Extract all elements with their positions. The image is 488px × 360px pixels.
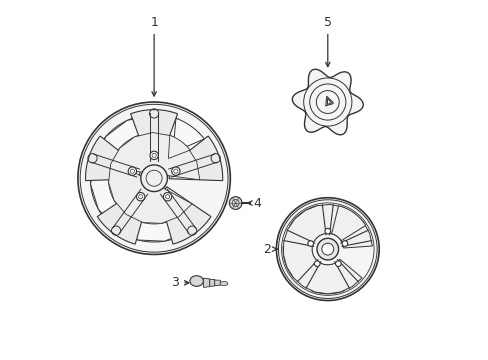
Circle shape bbox=[342, 241, 347, 246]
Polygon shape bbox=[166, 136, 222, 181]
Polygon shape bbox=[158, 187, 210, 244]
Circle shape bbox=[136, 193, 144, 201]
Polygon shape bbox=[289, 206, 324, 241]
Circle shape bbox=[321, 243, 333, 255]
Polygon shape bbox=[90, 114, 218, 241]
Circle shape bbox=[325, 228, 330, 234]
Polygon shape bbox=[292, 69, 363, 135]
Polygon shape bbox=[209, 279, 214, 286]
Polygon shape bbox=[130, 110, 177, 164]
Circle shape bbox=[141, 165, 167, 192]
Polygon shape bbox=[108, 132, 200, 223]
Text: 4: 4 bbox=[246, 197, 260, 210]
Polygon shape bbox=[97, 187, 150, 244]
Ellipse shape bbox=[189, 276, 203, 286]
Polygon shape bbox=[136, 210, 171, 242]
Polygon shape bbox=[214, 280, 220, 285]
Polygon shape bbox=[331, 206, 365, 241]
Circle shape bbox=[78, 102, 230, 255]
Circle shape bbox=[128, 167, 136, 175]
Polygon shape bbox=[283, 246, 315, 278]
Polygon shape bbox=[203, 278, 209, 287]
Polygon shape bbox=[118, 135, 140, 158]
Circle shape bbox=[316, 238, 338, 260]
Circle shape bbox=[229, 197, 242, 210]
Polygon shape bbox=[103, 118, 135, 152]
Circle shape bbox=[314, 261, 319, 266]
Text: 3: 3 bbox=[171, 276, 188, 289]
Circle shape bbox=[276, 198, 378, 301]
Polygon shape bbox=[173, 118, 204, 152]
Polygon shape bbox=[168, 135, 190, 158]
Polygon shape bbox=[141, 203, 166, 224]
Circle shape bbox=[171, 167, 180, 175]
Circle shape bbox=[163, 193, 171, 201]
Text: 2: 2 bbox=[263, 243, 277, 256]
Polygon shape bbox=[85, 136, 142, 181]
Polygon shape bbox=[310, 264, 344, 294]
Polygon shape bbox=[108, 180, 131, 204]
Text: 1: 1 bbox=[150, 16, 158, 96]
Text: 5: 5 bbox=[323, 16, 331, 67]
Ellipse shape bbox=[220, 282, 227, 285]
Circle shape bbox=[307, 241, 313, 246]
Polygon shape bbox=[283, 204, 372, 294]
Circle shape bbox=[150, 151, 158, 159]
Polygon shape bbox=[90, 180, 123, 214]
Circle shape bbox=[335, 261, 341, 266]
